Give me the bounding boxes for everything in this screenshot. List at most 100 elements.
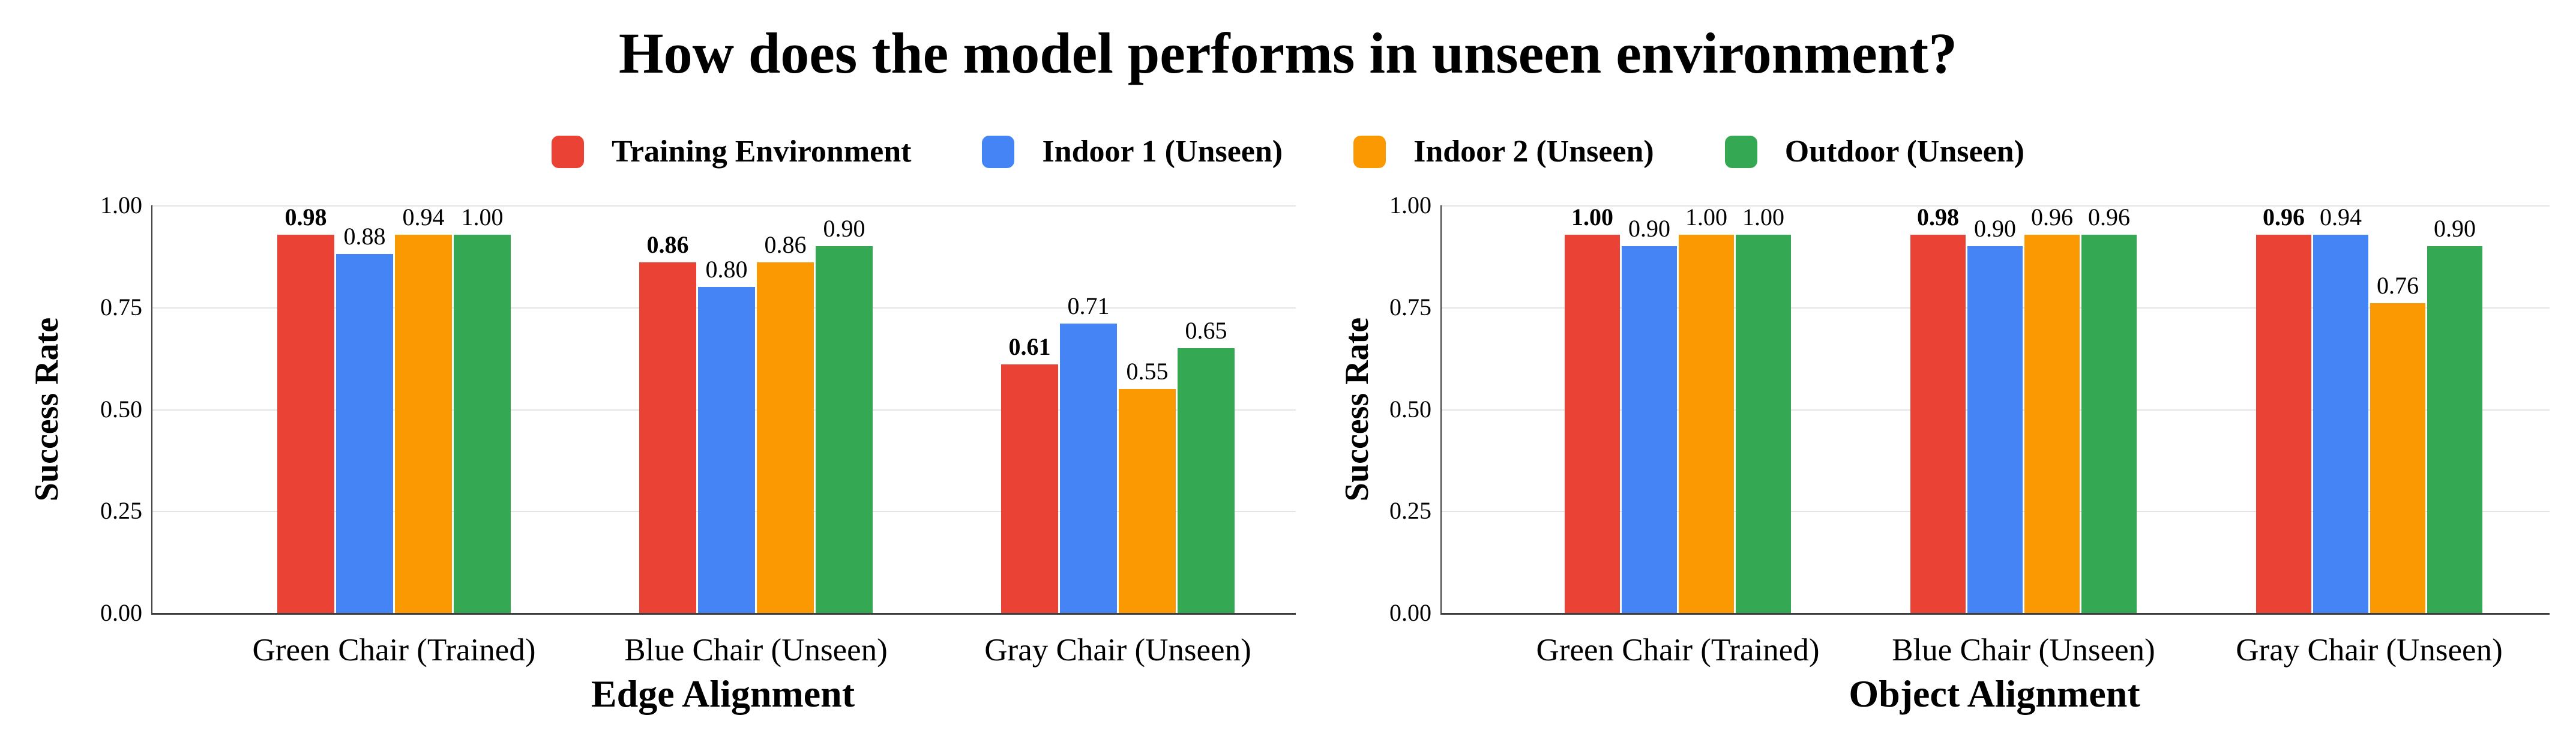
gridline: [152, 205, 1296, 207]
category-label: Gray Chair (Unseen): [2236, 633, 2503, 668]
legend-swatch-training-environment: [552, 136, 585, 168]
bar-column: 0.96: [2256, 205, 2311, 613]
bar: [454, 235, 511, 613]
bar-column: 0.94: [395, 205, 452, 613]
bar-value-label: 0.86: [764, 231, 807, 259]
bar-value-label: 0.86: [646, 231, 689, 259]
legend-label: Training Environment: [612, 134, 912, 169]
legend: Training Environment Indoor 1 (Unseen) I…: [0, 136, 2576, 168]
legend-label: Indoor 2 (Unseen): [1413, 134, 1654, 169]
bar-column: 0.80: [698, 205, 755, 613]
y-tick-label: 0.25: [100, 497, 142, 525]
legend-label: Outdoor (Unseen): [1784, 134, 2024, 169]
bar-column: 0.86: [757, 205, 814, 613]
legend-item-indoor-2: Indoor 2 (Unseen): [1353, 136, 1654, 168]
bar: [2427, 246, 2482, 613]
plot-area: 1.00 0.90 1.00 1.00 Green Chair (Trained) 0.9…: [1440, 204, 2550, 666]
bar: [757, 262, 814, 613]
bar: [1060, 323, 1117, 613]
bar-value-label: 0.94: [2320, 204, 2362, 231]
bar-column: 1.00: [1565, 205, 1620, 613]
bar-value-label: 1.00: [461, 204, 504, 231]
x-axis-title: Edge Alignment: [591, 672, 855, 715]
gridline: [1442, 205, 2550, 207]
bar: [1910, 235, 1966, 613]
legend-item-outdoor: Outdoor (Unseen): [1724, 134, 2024, 169]
bar-column: 0.96: [2024, 205, 2080, 613]
bar-column: 0.98: [277, 205, 334, 613]
bar-value-label: 0.90: [1974, 214, 2016, 242]
bar-column: 0.71: [1060, 205, 1117, 613]
category-label: Blue Chair (Unseen): [1892, 633, 2155, 668]
bar-value-label: 0.76: [2377, 271, 2419, 299]
bar: [1679, 235, 1734, 613]
bar-column: 1.00: [454, 205, 511, 613]
bar-value-label: 1.00: [1571, 204, 1613, 231]
legend-item-training-environment: Training Environment: [552, 136, 911, 168]
bar-value-label: 0.90: [1628, 214, 1670, 242]
bar-value-label: 0.55: [1126, 357, 1169, 385]
bar: [2024, 235, 2080, 613]
bar: [336, 254, 393, 613]
bar: [1736, 235, 1791, 613]
bar-column: 0.88: [336, 205, 393, 613]
bar: [816, 246, 873, 613]
legend-label: Indoor 1 (Unseen): [1042, 134, 1283, 169]
y-tick-label: 1.00: [100, 192, 142, 219]
bar-value-label: 0.96: [2088, 204, 2130, 231]
figure-title: How does the model performs in unseen en…: [618, 21, 1958, 85]
y-tick-label: 0.50: [1389, 395, 1431, 423]
bar: [2256, 235, 2311, 613]
bar-value-label: 0.71: [1067, 292, 1110, 319]
bar-value-label: 0.94: [402, 204, 445, 231]
bar-value-label: 0.65: [1185, 316, 1227, 344]
bar-column: 0.65: [1178, 205, 1235, 613]
bar: [395, 235, 452, 613]
plot-area: 0.98 0.88 0.94 1.00 Green Chair (Trained) 0.8…: [151, 205, 1296, 666]
bar-column: 1.00: [1736, 205, 1791, 613]
y-tick-label: 0.50: [100, 395, 142, 423]
bar-value-label: 0.90: [2434, 214, 2476, 242]
category-label: Green Chair (Trained): [1536, 633, 1820, 668]
legend-item-indoor-1: Indoor 1 (Unseen): [982, 136, 1283, 168]
bar-group: 1.00 0.90 1.00 1.00 Green Chair (Trained): [1536, 205, 1820, 666]
bar-group: 0.98 0.90 0.96 0.96 Blue Chair (Unseen): [1892, 205, 2155, 666]
bar-column: 0.86: [639, 205, 696, 613]
bar-column: 0.90: [1967, 205, 2023, 613]
bar-value-label: 0.96: [2263, 204, 2305, 231]
bar: [1001, 364, 1058, 613]
y-tick-label: 0.25: [1389, 497, 1431, 525]
bar-column: 0.90: [816, 205, 873, 613]
category-label: Blue Chair (Unseen): [624, 633, 888, 668]
bar-value-label: 0.98: [284, 204, 327, 231]
bar-value-label: 0.88: [343, 223, 386, 250]
bar-value-label: 0.90: [823, 214, 865, 242]
bar-column: 1.00: [1679, 205, 1734, 613]
legend-swatch-outdoor: [1724, 136, 1757, 168]
bar-value-label: 1.00: [1742, 204, 1784, 231]
bar-column: 0.55: [1119, 205, 1176, 613]
bar: [1178, 348, 1235, 613]
bar-group-row: 0.98 0.88 0.94 1.00 Green Chair (Trained) 0.8…: [152, 205, 1296, 666]
bar-group-row: 1.00 0.90 1.00 1.00 Green Chair (Trained) 0.9…: [1442, 204, 2550, 666]
bar: [1119, 388, 1176, 613]
bar-value-label: 0.96: [2031, 204, 2073, 231]
x-axis-title: Object Alignment: [1849, 672, 2140, 715]
y-tick-label: 0.00: [1389, 599, 1431, 626]
bar-group: 0.98 0.88 0.94 1.00 Green Chair (Trained): [253, 205, 536, 666]
legend-swatch-indoor-1: [982, 136, 1015, 168]
bar-group: 0.96 0.94 0.76 0.90 Gray Chair (Unseen): [2236, 204, 2502, 666]
bar-value-label: 0.80: [705, 255, 748, 283]
bar-column: 0.61: [1001, 205, 1058, 613]
category-label: Gray Chair (Unseen): [984, 633, 1251, 668]
bar-column: 0.96: [2081, 205, 2137, 613]
bar: [1565, 235, 1620, 613]
y-tick-label: 0.75: [100, 293, 142, 321]
category-label: Green Chair (Trained): [252, 633, 536, 668]
bar-group: 0.61 0.71 0.55 0.65 Gray Chair (Unseen): [984, 205, 1251, 666]
bar-column: 0.76: [2370, 205, 2425, 613]
bar-column: 0.90: [1622, 205, 1677, 613]
